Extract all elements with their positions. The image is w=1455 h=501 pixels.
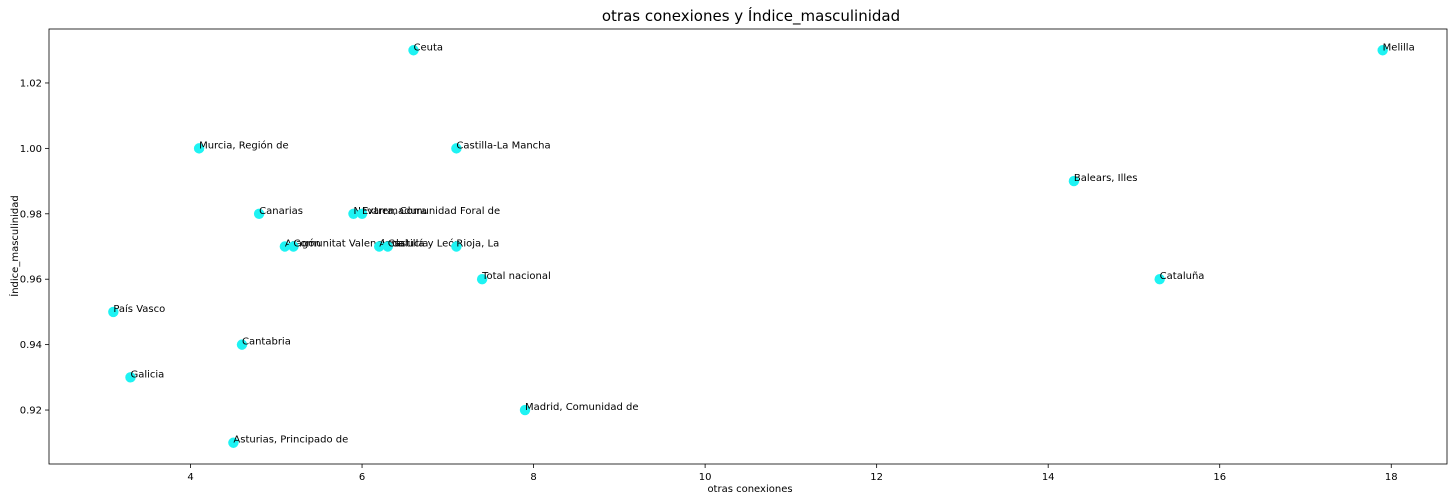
scatter-point: [451, 143, 462, 154]
y-tick-label: 1.00: [20, 144, 42, 155]
x-tick-label: 10: [699, 472, 712, 483]
scatter-point: [348, 208, 359, 219]
x-tick-label: 14: [1042, 472, 1055, 483]
point-label: Comunitat Valenciana: [293, 239, 403, 250]
point-label: Extremadura: [362, 206, 427, 217]
y-tick-label: 0.94: [20, 340, 42, 351]
plot-frame: [48, 28, 1448, 465]
scatter-point: [1068, 175, 1080, 187]
point-label: País Vasco: [113, 303, 165, 315]
y-tick-label: 0.96: [20, 275, 42, 286]
point-label: Murcia, Región de: [199, 139, 289, 151]
x-tick-label: 6: [359, 472, 365, 483]
point-label: Cataluña: [1160, 271, 1205, 282]
x-tick-label: 16: [1213, 472, 1226, 483]
y-axis-label: Índice_masculinidad: [8, 195, 21, 296]
y-axis: 0.92 0.94 0.96 0.98 1.00 1.02: [20, 78, 49, 417]
point-label: Castilla y León: [388, 238, 461, 250]
point-label: Total nacional: [481, 271, 551, 282]
point-label: Galicia: [130, 369, 164, 380]
point-label: Balears, Illes: [1074, 173, 1138, 184]
x-axis-label: otras conexiones: [707, 484, 792, 495]
plot-area: Ceuta Melilla Murcia, Región de Castilla-La…: [108, 42, 1415, 448]
point-label: Melilla: [1383, 42, 1415, 53]
chart-title: otras conexiones y Índice_masculinidad: [602, 6, 900, 26]
scatter-point: [228, 437, 239, 448]
y-tick-label: 1.02: [20, 78, 42, 89]
scatter-point: [408, 45, 419, 56]
point-label: Canarias: [259, 206, 303, 217]
point-label: Castilla-La Mancha: [456, 140, 550, 151]
point-label: Rioja, La: [456, 239, 499, 250]
x-axis: 4 6 8 10 12 14 16 18: [187, 464, 1398, 483]
scatter-point: [1154, 274, 1165, 285]
scatter-point: [382, 241, 393, 252]
scatter-point: [476, 274, 488, 285]
point-label: Navarra, Comunidad Foral de: [353, 206, 500, 217]
scatter-point: [519, 404, 531, 416]
scatter-point: [108, 306, 119, 318]
scatter-point: [1377, 45, 1388, 56]
x-tick-label: 12: [870, 472, 883, 483]
y-tick-label: 0.98: [20, 209, 42, 220]
scatter-point: [288, 241, 299, 252]
scatter-point: [356, 208, 368, 219]
scatter-point: [125, 372, 136, 383]
x-tick-label: 8: [530, 472, 536, 483]
point-label: Ceuta: [414, 42, 444, 53]
x-tick-label: 4: [187, 472, 193, 483]
scatter-point: [253, 208, 265, 219]
scatter-point: [279, 241, 291, 252]
y-tick-label: 0.92: [20, 406, 42, 417]
scatter-point: [193, 143, 205, 154]
x-tick-label: 18: [1385, 472, 1398, 483]
scatter-point: [236, 339, 248, 350]
point-label: Cantabria: [242, 337, 291, 348]
scatter-point: [451, 241, 462, 252]
point-label: Asturias, Principado de: [233, 435, 348, 446]
point-label: Madrid, Comunidad de: [525, 402, 639, 413]
scatter-point: [374, 241, 385, 252]
